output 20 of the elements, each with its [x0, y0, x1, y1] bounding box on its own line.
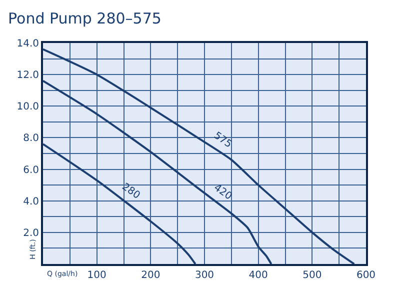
- text: 280: [120, 181, 142, 202]
- x-tick-label: 100: [87, 270, 106, 281]
- text: 575: [212, 130, 234, 150]
- y-tick-label: 14.0: [16, 38, 39, 50]
- y-tick-label: 10.0: [16, 102, 39, 113]
- y-tick-label: 4.0: [23, 196, 39, 208]
- text: 420: [212, 182, 234, 202]
- x-tick-label: 500: [302, 270, 322, 281]
- line-series: [43, 80, 272, 264]
- x-tick-label: 200: [141, 270, 160, 281]
- x-tick-label: 600: [356, 270, 376, 281]
- x-tick-label: 300: [194, 270, 214, 281]
- chart-title: Pond Pump 280–575: [8, 10, 162, 28]
- y-tick-label: 6.0: [23, 164, 39, 176]
- y-tick-label: 2.0: [23, 228, 39, 239]
- line-series: [43, 143, 196, 264]
- x-tick-label: 400: [248, 270, 268, 281]
- line-series: [43, 48, 356, 264]
- y-tick-label: 12.0: [16, 70, 39, 82]
- y-tick-label: 8.0: [23, 133, 39, 144]
